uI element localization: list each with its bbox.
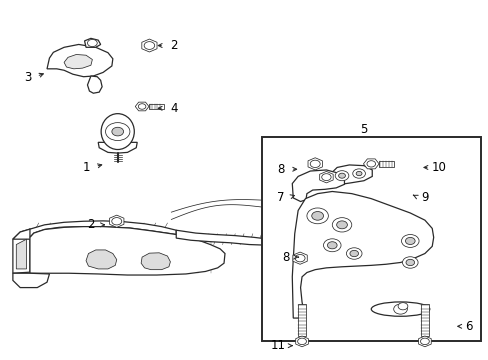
Circle shape xyxy=(87,40,97,46)
Polygon shape xyxy=(176,230,268,245)
Text: 10: 10 xyxy=(431,161,446,174)
Circle shape xyxy=(105,123,130,140)
Circle shape xyxy=(355,171,361,176)
Circle shape xyxy=(311,212,323,220)
Text: 8: 8 xyxy=(282,251,289,264)
Polygon shape xyxy=(47,44,113,77)
Circle shape xyxy=(352,169,365,178)
Circle shape xyxy=(331,218,351,232)
Polygon shape xyxy=(13,273,49,288)
Circle shape xyxy=(334,171,348,181)
Circle shape xyxy=(405,259,414,266)
Circle shape xyxy=(295,255,305,262)
Ellipse shape xyxy=(101,114,134,149)
Bar xyxy=(261,137,480,341)
Text: 8: 8 xyxy=(277,163,284,176)
Circle shape xyxy=(144,42,154,49)
Text: 4: 4 xyxy=(170,102,177,115)
Text: 2: 2 xyxy=(170,39,177,52)
Polygon shape xyxy=(64,54,92,69)
Polygon shape xyxy=(292,192,433,318)
Polygon shape xyxy=(30,226,224,275)
Text: 5: 5 xyxy=(360,123,367,136)
Circle shape xyxy=(138,104,145,109)
Polygon shape xyxy=(329,165,371,184)
Polygon shape xyxy=(13,229,30,273)
Polygon shape xyxy=(30,221,176,237)
Circle shape xyxy=(401,234,418,247)
Text: 3: 3 xyxy=(24,71,31,84)
Bar xyxy=(420,304,428,336)
Polygon shape xyxy=(86,250,117,269)
Circle shape xyxy=(366,161,375,167)
Text: 11: 11 xyxy=(270,339,285,352)
Circle shape xyxy=(323,239,340,252)
Text: 9: 9 xyxy=(420,192,428,204)
Circle shape xyxy=(393,304,407,314)
Polygon shape xyxy=(141,253,170,270)
Circle shape xyxy=(346,248,361,259)
Circle shape xyxy=(112,127,123,136)
Ellipse shape xyxy=(370,302,429,316)
Polygon shape xyxy=(13,229,59,239)
Circle shape xyxy=(112,217,122,225)
Polygon shape xyxy=(16,239,26,269)
Circle shape xyxy=(338,173,345,178)
Text: 2: 2 xyxy=(87,218,95,231)
Polygon shape xyxy=(84,39,101,47)
Circle shape xyxy=(321,174,330,181)
Polygon shape xyxy=(98,142,137,153)
Circle shape xyxy=(309,160,320,167)
Circle shape xyxy=(349,250,358,257)
Bar xyxy=(378,161,393,167)
Bar xyxy=(297,304,306,336)
Circle shape xyxy=(420,338,428,345)
Circle shape xyxy=(336,221,346,229)
Bar xyxy=(149,104,163,109)
Polygon shape xyxy=(87,76,102,93)
Polygon shape xyxy=(292,170,344,202)
Circle shape xyxy=(402,257,417,268)
Text: 6: 6 xyxy=(464,320,471,333)
Circle shape xyxy=(297,338,306,345)
Circle shape xyxy=(306,208,328,224)
Circle shape xyxy=(397,303,407,310)
Circle shape xyxy=(327,242,336,249)
Text: 1: 1 xyxy=(82,161,90,174)
Text: 7: 7 xyxy=(277,192,284,204)
Circle shape xyxy=(405,237,414,244)
